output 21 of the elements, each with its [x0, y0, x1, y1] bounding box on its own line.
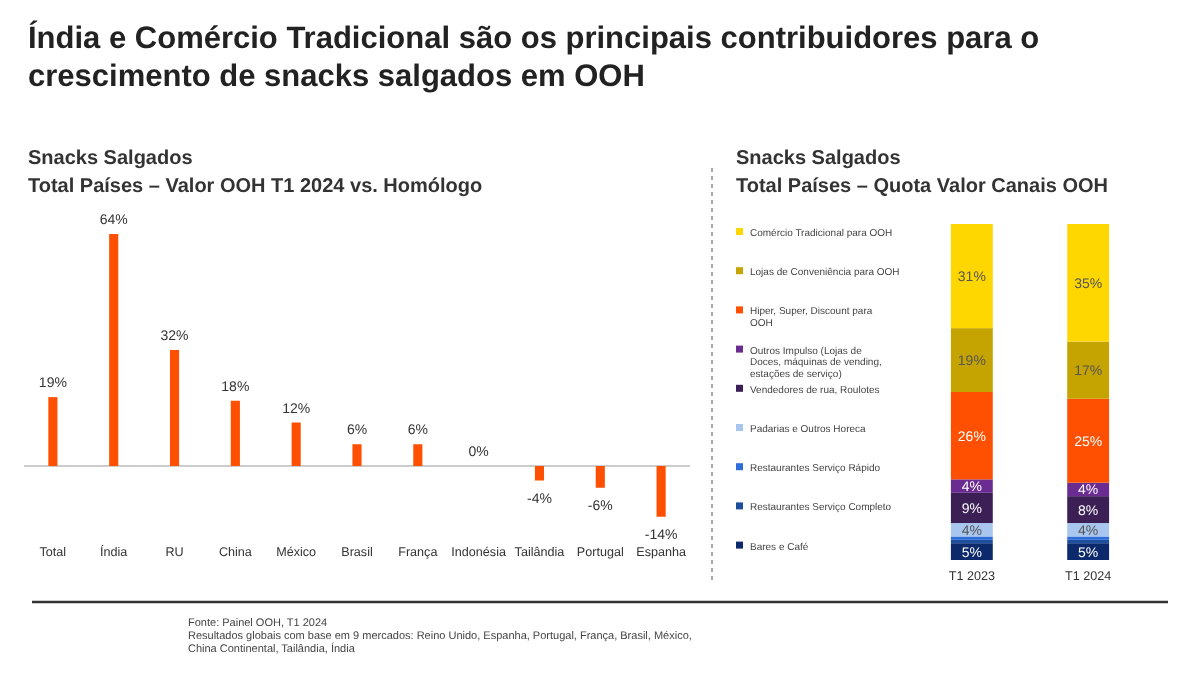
bar: [1067, 224, 1110, 342]
bar: [169, 350, 180, 466]
bar: [48, 397, 58, 466]
bar: [352, 444, 362, 466]
bar: [1067, 398, 1110, 483]
chart-subtitle: Total Países – Quota Valor Canais OOH: [736, 176, 1108, 198]
bar: [413, 444, 423, 466]
bar: [950, 328, 993, 392]
chart-title: Snacks Salgados: [28, 148, 194, 170]
bar: [291, 422, 301, 466]
bar: [109, 234, 119, 466]
bar: [230, 400, 240, 466]
bar: [950, 224, 993, 329]
bar: [950, 392, 993, 480]
chart-title: Snacks Salgados: [736, 148, 902, 170]
text: Índia e Comércio Tradicional são os principais contribuidores para o crescimento de snacks salgados em OOH: [28, 20, 1040, 94]
bar: [595, 466, 605, 488]
bar: [534, 466, 545, 481]
bar: [1067, 341, 1110, 399]
bar: [656, 466, 666, 517]
chart-subtitle: Total Países – Valor OOH T1 2024 vs. Homólogo: [28, 176, 483, 198]
